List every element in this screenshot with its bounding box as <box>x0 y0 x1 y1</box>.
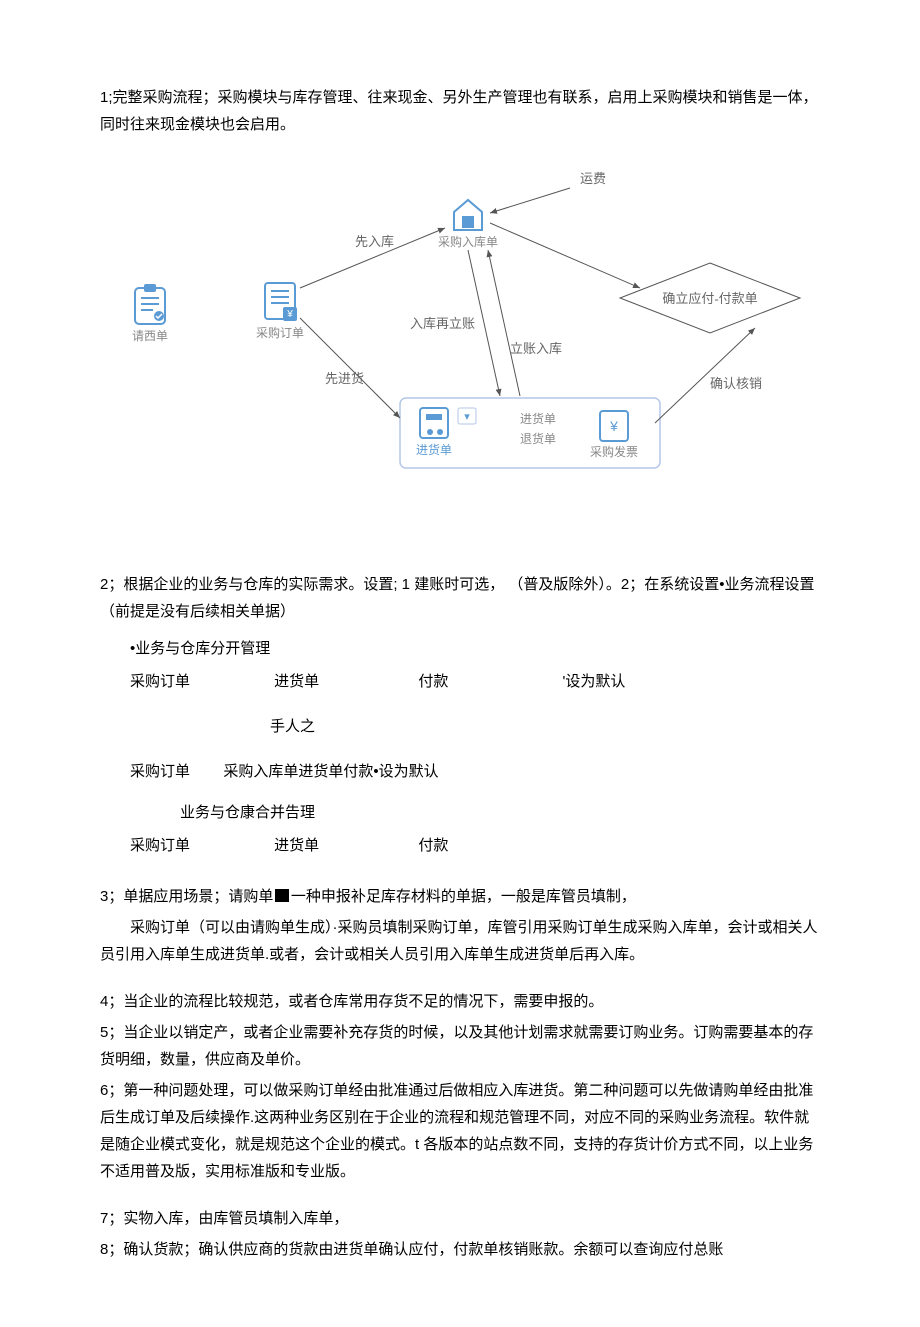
paragraph-5: 5；当企业以销定产，或者企业需要补充存货的时候，以及其他计划需求就需要订购业务。… <box>100 1019 820 1073</box>
flow-row-3: 采购订单 采购入库单进货单付款•设为默认 <box>130 758 820 785</box>
post-then-in-label: 立账入库 <box>510 341 562 356</box>
dropdown-icon: ▾ <box>458 408 476 424</box>
pre-inbound-label: 先入库 <box>355 234 394 249</box>
para3b-text: 一种申报补足库存材料的单据，一般是库管员填制， <box>291 888 636 905</box>
flow-r4-c1: 采购订单 <box>130 832 270 859</box>
flow-r1-c4: '设为默认 <box>563 668 626 695</box>
confirm-pay-node: 确立应付-付款单 <box>620 263 800 333</box>
flow-row-1: 采购订单 进货单 付款 '设为默认 <box>130 668 820 695</box>
edge-freight <box>490 188 570 213</box>
svg-text:采购订单: 采购订单 <box>256 325 304 340</box>
svg-text:确立应付-付款单: 确立应付-付款单 <box>662 291 757 306</box>
svg-text:采购入库单: 采购入库单 <box>438 234 498 249</box>
edge-to-diamond-1 <box>490 223 640 288</box>
black-square-icon <box>275 889 289 903</box>
flow-r4-c3: 付款 <box>418 832 448 859</box>
paragraph-3-line1: 3；单据应用场景；请购单 一种申报补足库存材料的单据，一般是库管员填制， <box>100 883 820 910</box>
flow-options: •业务与仓库分开管理 采购订单 进货单 付款 '设为默认 手人之 采购订单 采购… <box>130 635 820 859</box>
svg-text:请西单: 请西单 <box>132 329 168 343</box>
confirm-writeoff-label: 确认核销 <box>710 376 762 391</box>
order-icon: ¥ 采购订单 <box>256 283 304 340</box>
pre-receive-label: 先进货 <box>325 371 364 386</box>
flow-heading-2: 业务与仓康合并告理 <box>180 799 820 826</box>
flow-row-4: 采购订单 进货单 付款 <box>130 832 820 859</box>
inbound-icon: 采购入库单 <box>438 200 498 249</box>
svg-text:▾: ▾ <box>464 411 470 423</box>
flow-r4-c2: 进货单 <box>274 832 414 859</box>
svg-text:进货单: 进货单 <box>416 442 452 457</box>
flow-r1-c3: 付款 <box>418 668 558 695</box>
flow-heading-1: •业务与仓库分开管理 <box>130 635 820 662</box>
para3a-text: 3；单据应用场景；请购单 <box>100 888 273 905</box>
paragraph-3-line2: 采购订单（可以由请购单生成）·采购员填制采购订单，库管引用采购订单生成采购入库单… <box>100 914 820 968</box>
receive-icon: 进货单 <box>416 408 452 457</box>
svg-text:采购发票: 采购发票 <box>590 444 638 459</box>
return-label: 退货单 <box>520 431 556 446</box>
request-icon: 请西单 <box>132 284 168 343</box>
procurement-flow-diagram: 请西单 ¥ 采购订单 采购入库单 进货单 ▾ 进货单 退货单 ¥ 采购发票 <box>100 168 820 497</box>
svg-text:¥: ¥ <box>286 309 293 320</box>
edge-pre-receive <box>300 318 400 418</box>
paragraph-7: 7；实物入库，由库管员填制入库单， <box>100 1205 820 1232</box>
paragraph-6: 6；第一种问题处理，可以做采购订单经由批准通过后做相应入库进货。第二种问题可以先… <box>100 1077 820 1185</box>
in-then-post-label: 入库再立账 <box>410 316 475 331</box>
flow-row-mid: 手人之 <box>270 713 820 740</box>
edge-post-then-in <box>488 250 520 396</box>
paragraph-2: 2；根据企业的业务与仓库的实际需求。设置; 1 建账时可选， （普及版除外）。2… <box>100 571 820 625</box>
paragraph-4: 4；当企业的流程比较规范，或者仓库常用存货不足的情况下，需要申报的。 <box>100 988 820 1015</box>
freight-label: 运费 <box>580 171 606 186</box>
flow-r1-c2: 进货单 <box>274 668 414 695</box>
receive-label-2: 进货单 <box>520 411 556 426</box>
flow-r1-c1: 采购订单 <box>130 668 270 695</box>
paragraph-1: 1;完整采购流程；采购模块与库存管理、往来现金、另外生产管理也有联系，启用上采购… <box>100 84 820 138</box>
svg-text:¥: ¥ <box>609 418 618 434</box>
paragraph-8: 8；确认货款；确认供应商的货款由进货单确认应付，付款单核销账款。余额可以查询应付… <box>100 1236 820 1263</box>
